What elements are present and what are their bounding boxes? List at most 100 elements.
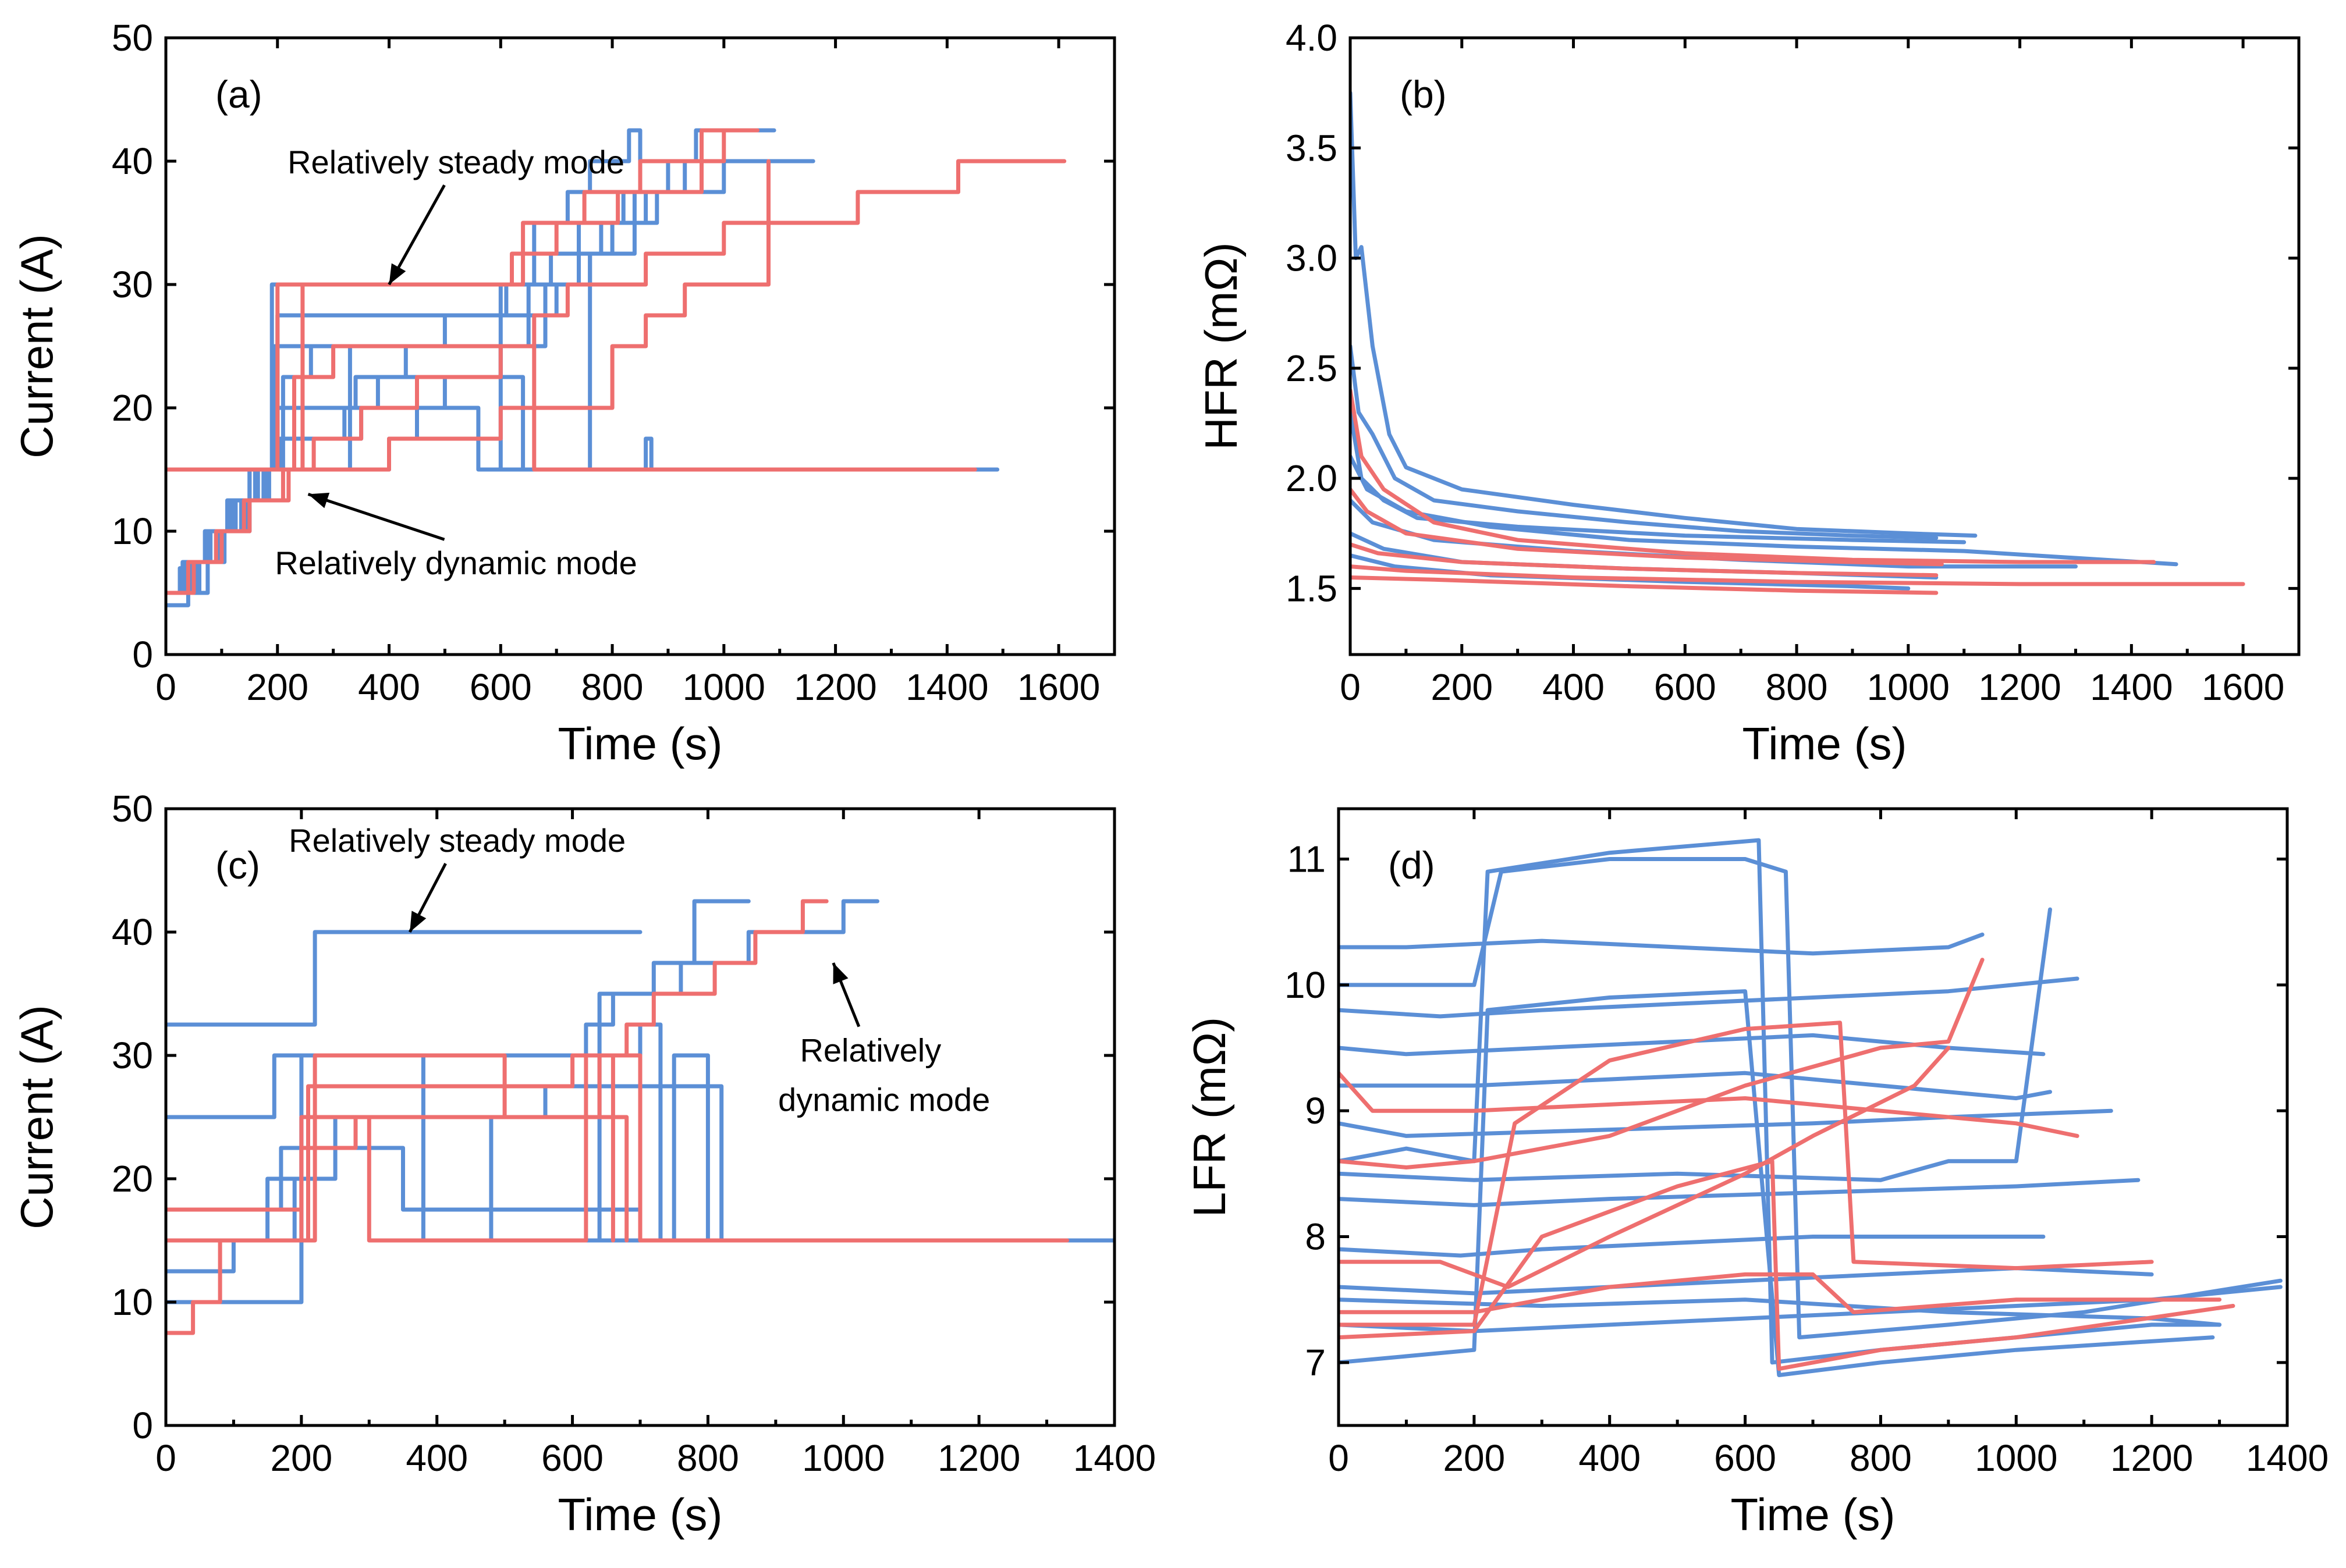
series-line-blue-6 (1339, 1071, 2052, 1101)
series-line-blue-2 (1339, 932, 1985, 956)
series-line-blue-7 (1339, 1108, 2113, 1138)
series-line-blue-8 (1339, 907, 2052, 1182)
panel-d: 0 200 400 600 800 1000 1200 1400 7 8 9 10 11 Time (s)… (1184, 807, 2329, 1540)
panel-label: (d) (1388, 844, 1435, 887)
y-tick-label: 9 (1305, 1090, 1326, 1132)
series-line-red-9 (1350, 487, 1944, 567)
series-line-red-8 (1350, 388, 2156, 564)
x-tick-label: 200 (246, 666, 308, 708)
x-tick-label: 200 (270, 1437, 332, 1479)
x-tick-label: 1200 (1978, 666, 2061, 708)
series-line-red-7 (166, 899, 829, 1243)
series-line-blue-1 (1339, 838, 2222, 1365)
x-tick-label: 200 (1443, 1437, 1505, 1479)
y-axis-title: LFR (mΩ) (1184, 1017, 1235, 1217)
series-group (166, 899, 1115, 1335)
x-tick-label: 800 (677, 1437, 739, 1479)
y-tick-label: 4.0 (1286, 17, 1337, 59)
x-tick-label: 400 (406, 1437, 468, 1479)
panel-label: (b) (1400, 73, 1447, 116)
series-line-blue-5 (1339, 1033, 2046, 1057)
series-line-red-11 (166, 344, 977, 472)
series-line-blue-3 (1339, 857, 2283, 1340)
x-tick-label: 1000 (1975, 1437, 2057, 1479)
y-tick-label: 0 (132, 1405, 153, 1446)
series-line-red-15 (1339, 1071, 2079, 1138)
y-tick-label: 1.5 (1286, 567, 1337, 609)
y-tick-label: 3.5 (1286, 127, 1337, 169)
series-line-red-18 (1339, 1021, 2154, 1327)
panel-b: 0 200 400 600 800 1000 1200 1400 1600 1.5 2.0 2.5 3.… (1195, 17, 2301, 769)
x-tick-label: 1400 (2090, 666, 2173, 708)
plot-frame (164, 36, 1116, 656)
y-tick-label: 2.5 (1286, 347, 1337, 389)
y-tick-label: 11 (1287, 838, 1326, 880)
series-line-blue-1 (1350, 91, 1978, 538)
y-tick-label: 8 (1305, 1216, 1326, 1258)
series-line-red-12 (166, 159, 1067, 472)
series-line-red-11 (1350, 564, 2245, 586)
y-tick-label: 2.0 (1286, 457, 1337, 499)
x-axis-title: Time (s) (1742, 718, 1907, 769)
panel-label: (a) (215, 73, 262, 116)
series-line-red-10 (166, 1053, 629, 1243)
series-line-red-12 (1350, 575, 1939, 595)
y-tick-label: 50 (112, 17, 153, 59)
y-tick-label: 0 (132, 634, 153, 675)
series-line-red-19 (1339, 1159, 2235, 1371)
y-tick-label: 20 (112, 387, 153, 429)
x-tick-label: 1400 (2246, 1437, 2329, 1479)
y-tick-label: 10 (112, 1281, 153, 1323)
y-tick-label: 30 (112, 264, 153, 305)
x-tick-label: 800 (1766, 666, 1828, 708)
y-tick-label: 30 (112, 1034, 153, 1076)
arrow-head-icon (308, 492, 330, 509)
x-axis-title: Time (s) (558, 718, 722, 769)
x-tick-label: 0 (1328, 1437, 1349, 1479)
series-line-blue-2 (1350, 344, 1939, 540)
panel-c: 0 200 400 600 800 1000 1200 1400 0 10 20 30 40 50 Time… (11, 788, 1156, 1540)
series-line-blue-5 (166, 128, 776, 595)
y-axis-title: Current (A) (11, 1005, 62, 1229)
y-axis-title: HFR (mΩ) (1195, 242, 1247, 450)
series-line-red-10 (166, 159, 771, 595)
series-line-blue-11 (1339, 1266, 2154, 1296)
series-line-red-17 (1339, 1046, 1951, 1289)
x-tick-label: 800 (581, 666, 644, 708)
panel-label: (c) (215, 844, 260, 887)
x-tick-label: 400 (1578, 1437, 1641, 1479)
y-tick-label: 40 (112, 911, 153, 953)
x-tick-label: 400 (1542, 666, 1605, 708)
arrow-head-icon (833, 963, 849, 984)
series-line-blue-2 (166, 128, 643, 607)
x-tick-label: 1200 (2110, 1437, 2193, 1479)
x-axis-title: Time (s) (558, 1489, 722, 1540)
series-line-red-9 (166, 128, 759, 472)
y-tick-label: 40 (112, 140, 153, 182)
plot-frame (1337, 807, 2289, 1427)
series-line-blue-10 (1339, 1235, 2046, 1258)
x-tick-label: 600 (470, 666, 532, 708)
x-tick-label: 600 (1654, 666, 1716, 708)
x-tick-label: 600 (1714, 1437, 1776, 1479)
annotation-arrow (307, 493, 445, 541)
x-tick-label: 800 (1850, 1437, 1912, 1479)
x-tick-label: 400 (358, 666, 420, 708)
x-axis-title: Time (s) (1730, 1489, 1895, 1540)
x-tick-label: 0 (1340, 666, 1361, 708)
y-tick-label: 10 (112, 510, 153, 552)
x-tick-label: 1600 (2202, 666, 2284, 708)
x-tick-label: 1400 (1073, 1437, 1156, 1479)
series-line-blue-4 (1339, 976, 2079, 1019)
x-tick-label: 0 (155, 666, 176, 708)
panel-a: 0 200 400 600 800 1000 1200 1400 1600 0 10 20 30 40 50… (11, 17, 1116, 769)
series-line-red-10 (1350, 542, 1939, 578)
series-line-blue-1 (166, 930, 643, 1027)
series-line-blue-13 (1339, 989, 2215, 1377)
x-tick-label: 1000 (802, 1437, 885, 1479)
y-tick-label: 10 (1284, 964, 1326, 1006)
x-tick-label: 1200 (938, 1437, 1020, 1479)
x-tick-label: 1000 (683, 666, 765, 708)
annotation-text: Relatively dynamic mode (275, 545, 637, 581)
x-tick-label: 1000 (1867, 666, 1950, 708)
